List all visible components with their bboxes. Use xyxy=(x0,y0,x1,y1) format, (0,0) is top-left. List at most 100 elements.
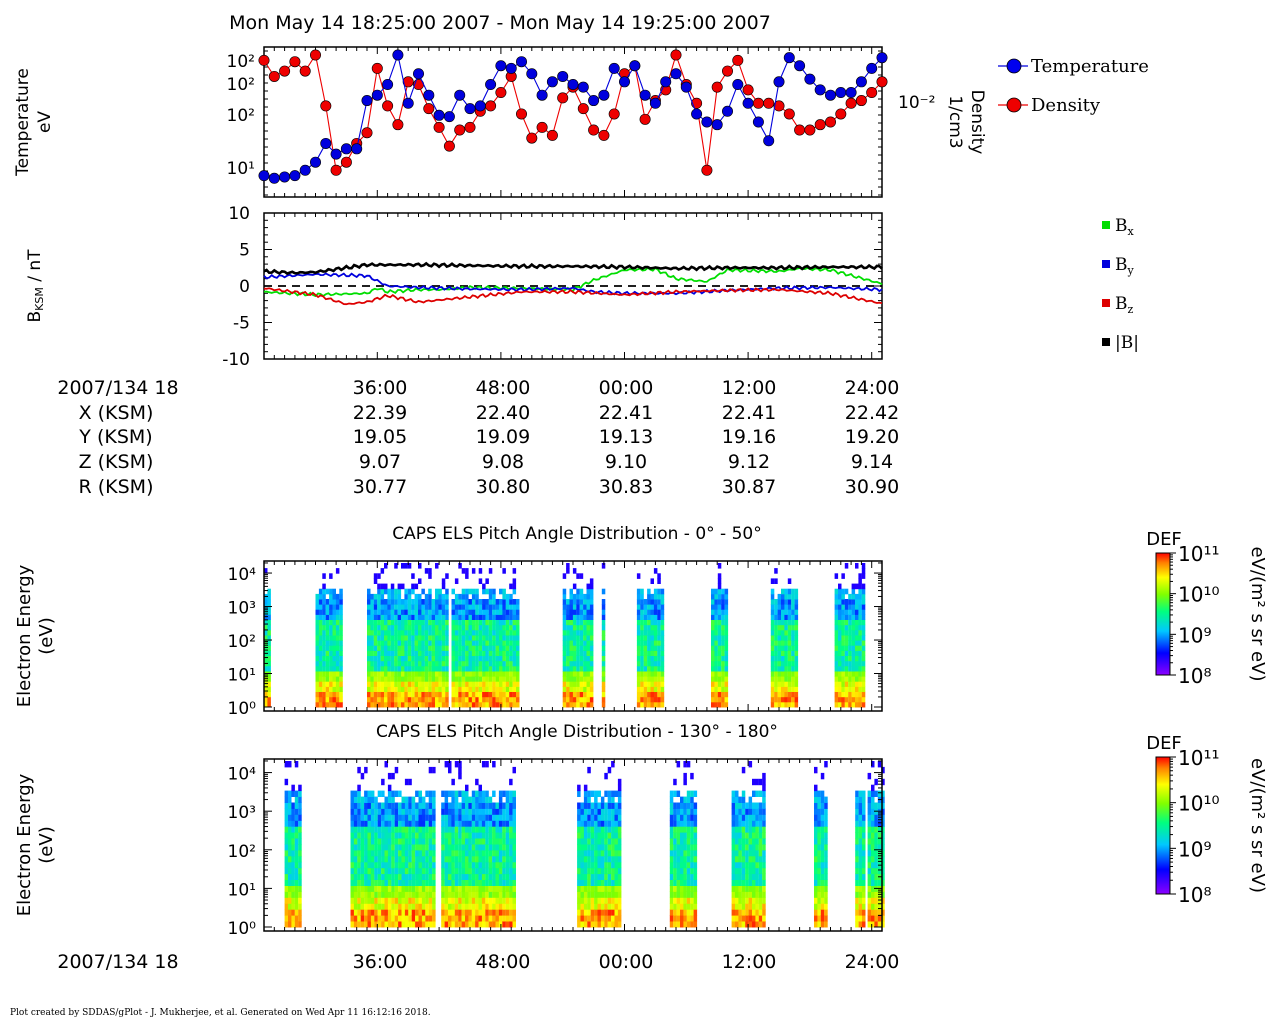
spectrogram-cell xyxy=(350,808,354,815)
spectrogram-cell xyxy=(851,650,856,656)
spectrogram-cell xyxy=(643,609,648,615)
spectrogram-cell xyxy=(498,808,503,815)
spectrogram-cell xyxy=(597,855,601,863)
spectrogram-cell xyxy=(294,820,299,827)
spectrogram-cell xyxy=(858,691,862,698)
spectrogram-cell xyxy=(858,650,862,656)
spectrogram-cell xyxy=(404,604,408,610)
spectrogram-cell xyxy=(294,891,299,898)
spectrogram-cell xyxy=(424,593,429,600)
spectrogram-cell xyxy=(834,614,839,620)
spectrogram-cell xyxy=(485,861,489,869)
spectrogram-cell xyxy=(481,879,486,886)
spectrogram-cell xyxy=(690,820,694,827)
spectrogram-cell xyxy=(611,826,615,833)
spectrogram-cell xyxy=(607,909,612,916)
spectrogram-cell xyxy=(834,604,839,610)
spectrogram-cell xyxy=(509,897,513,904)
spectrogram-cell xyxy=(428,838,433,845)
spectrogram-cell xyxy=(636,635,641,641)
spectrogram-cell xyxy=(451,629,455,636)
spectrogram-cell xyxy=(814,879,818,886)
spectrogram-cell xyxy=(617,814,622,821)
spectrogram-cell xyxy=(512,599,517,605)
spectrogram-cell xyxy=(686,879,691,886)
spectrogram-cell xyxy=(421,909,426,916)
spectrogram-cell xyxy=(381,921,385,928)
spectrogram-cell xyxy=(390,660,395,667)
ephemeris-row-label: Z (KSM) xyxy=(79,451,154,473)
spectrogram-cell xyxy=(711,650,715,656)
spectrogram-cell xyxy=(516,676,520,682)
spectrogram-cell xyxy=(714,676,718,682)
spectrogram-cell xyxy=(686,808,691,815)
spectrogram-cell xyxy=(471,671,476,677)
spectrogram-cell xyxy=(482,614,486,620)
spectrogram-cell xyxy=(478,867,482,875)
spectrogram-cell xyxy=(329,640,333,646)
spectrogram-cell xyxy=(834,588,839,595)
spectrogram-cell xyxy=(485,915,489,922)
spectrogram-cell xyxy=(381,849,385,857)
spectrogram-cell xyxy=(367,814,371,821)
spectrogram-cell xyxy=(488,655,493,662)
spectrogram-cell xyxy=(373,691,378,698)
spectrogram-cell xyxy=(512,686,517,692)
density-point xyxy=(392,119,404,131)
spectrogram-cell xyxy=(471,588,476,595)
spectrogram-cell xyxy=(377,691,381,698)
spectrogram-cell xyxy=(492,921,496,928)
spectrogram-cell xyxy=(441,665,446,672)
spectrogram-cell xyxy=(407,676,412,682)
spectrogram-cell xyxy=(660,650,665,656)
spectrogram-cell xyxy=(458,832,462,839)
spectrogram-cell xyxy=(404,650,408,656)
spectrogram-cell xyxy=(509,802,513,809)
spectrogram-cell xyxy=(814,903,818,910)
spectrogram-cell xyxy=(373,660,378,667)
spectrogram-cell xyxy=(465,796,469,803)
spectrogram-cell xyxy=(298,808,302,815)
spectrogram-cell xyxy=(380,640,385,646)
spectrogram-cell xyxy=(482,624,486,631)
spectrogram-cell xyxy=(339,604,343,610)
spectrogram-cell xyxy=(398,832,402,839)
spectrogram-cell xyxy=(693,844,698,851)
spectrogram-cell xyxy=(640,614,644,620)
spectrogram-cell xyxy=(391,879,395,886)
spectrogram-cell xyxy=(794,593,799,600)
spectrogram-cell xyxy=(724,676,729,682)
spectrogram-cell xyxy=(838,681,842,687)
spectrogram-cell xyxy=(377,619,381,626)
spectrogram-cell xyxy=(418,909,422,916)
spectrogram-cell xyxy=(415,808,419,815)
density-point xyxy=(299,65,311,77)
spectrogram-cell xyxy=(481,885,486,892)
spectrogram-cell xyxy=(711,701,715,708)
spectrogram-cell xyxy=(583,826,588,833)
spectrogram-cell xyxy=(502,681,506,687)
spectrogram-cell xyxy=(398,814,402,821)
spectrogram-cell xyxy=(820,861,825,869)
ephemeris-cell: 36:00 xyxy=(353,377,408,399)
spectrogram-cell xyxy=(755,867,759,875)
spectrogram-cell xyxy=(322,645,326,651)
temperature-point xyxy=(701,116,713,128)
spectrogram-cell xyxy=(505,691,510,698)
spectrogram-cell xyxy=(448,802,452,809)
spectrogram-cell xyxy=(454,808,459,815)
spectrogram-cell xyxy=(401,814,405,821)
spectrogram-cell xyxy=(735,796,739,803)
spectrogram-cell xyxy=(577,855,581,863)
spectrogram-cell xyxy=(458,681,462,687)
spectrogram-cell xyxy=(735,838,739,845)
spectrogram-cell xyxy=(583,701,587,708)
spectrogram-cell xyxy=(597,802,601,809)
spectrogram-cell xyxy=(461,660,466,667)
spectrogram-cell xyxy=(774,619,778,626)
spectrogram-cell xyxy=(590,838,595,845)
spectrogram-cell xyxy=(435,691,439,698)
spectrogram-cell xyxy=(791,640,795,646)
spectrogram-cell xyxy=(454,790,459,797)
spectrogram-cell xyxy=(617,826,622,833)
